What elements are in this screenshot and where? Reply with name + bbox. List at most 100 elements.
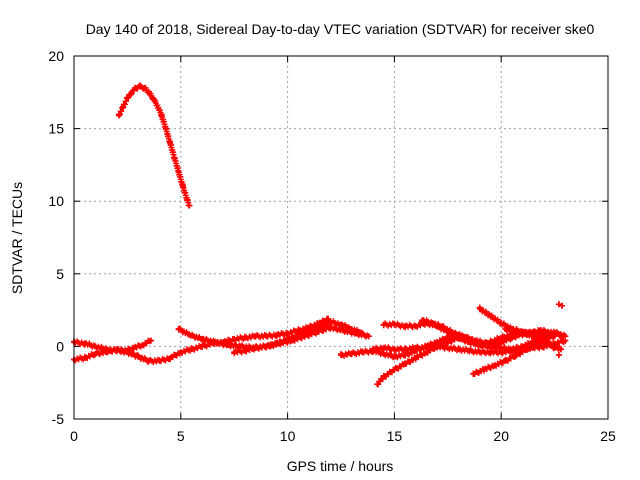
data-point (402, 323, 409, 330)
data-point (412, 344, 419, 351)
x-tick-label: 25 (600, 428, 616, 444)
data-point (224, 341, 231, 348)
x-tick-label: 0 (70, 428, 78, 444)
data-point (562, 333, 569, 340)
data-point (231, 349, 238, 356)
data-point (81, 355, 88, 362)
x-tick-label: 10 (280, 428, 296, 444)
data-point (380, 344, 387, 351)
data-point (175, 325, 182, 332)
data-point (545, 334, 552, 341)
data-point (186, 202, 193, 209)
series-isolated (555, 301, 566, 359)
series-arc-10 (419, 317, 500, 351)
data-point (120, 103, 127, 110)
data-point (402, 346, 409, 353)
data-point (483, 340, 490, 347)
data-point (81, 340, 88, 347)
data-point (555, 352, 562, 359)
data-point (92, 350, 99, 357)
data-point (508, 346, 515, 353)
data-point (115, 112, 122, 119)
data-point (551, 344, 558, 351)
data-point (536, 327, 543, 334)
data-point (380, 373, 387, 380)
data-point (370, 346, 377, 353)
data-point (558, 346, 565, 353)
data-point (476, 349, 483, 356)
y-tick-label: -5 (52, 411, 65, 427)
data-point (374, 381, 381, 388)
data-point (391, 346, 398, 353)
data-point (429, 320, 436, 327)
data-point (147, 337, 154, 344)
data-point (145, 357, 152, 364)
y-axis-label: SDTVAR / TECUs (9, 182, 25, 294)
data-point (391, 366, 398, 373)
data-point (327, 318, 334, 325)
data-point (175, 169, 182, 176)
data-point (391, 321, 398, 328)
data-point (263, 333, 270, 340)
data-point (423, 349, 430, 356)
data-point (156, 357, 163, 364)
data-point (513, 352, 520, 359)
x-tick-label: 20 (493, 428, 509, 444)
data-point (327, 324, 334, 331)
data-point (487, 349, 494, 356)
x-tick-label: 5 (177, 428, 185, 444)
data-point (502, 325, 509, 332)
data-point (434, 343, 441, 350)
data-points (71, 82, 569, 388)
data-point (534, 340, 541, 347)
data-point (519, 343, 526, 350)
data-point (137, 83, 144, 90)
data-point (199, 343, 206, 350)
plot-frame (73, 55, 609, 420)
data-point (470, 370, 477, 377)
y-tick-label: 10 (48, 193, 64, 209)
data-point (145, 89, 152, 96)
data-point (158, 112, 165, 119)
data-point (130, 344, 137, 351)
data-point (476, 305, 483, 312)
data-point (559, 302, 566, 309)
data-point (523, 346, 530, 353)
y-tick-label: 5 (56, 266, 64, 282)
data-point (412, 355, 419, 362)
data-point (284, 336, 291, 343)
data-point (498, 320, 505, 327)
data-point (528, 330, 535, 337)
data-point (481, 366, 488, 373)
data-point (491, 362, 498, 369)
series-arc-5 (231, 318, 366, 357)
data-point (391, 353, 398, 360)
data-point (179, 183, 186, 190)
data-point (199, 336, 206, 343)
data-point (555, 301, 562, 308)
data-point (519, 331, 526, 338)
data-point (177, 349, 184, 356)
data-point (348, 350, 355, 357)
data-point (498, 334, 505, 341)
series-arc-1 (115, 82, 193, 209)
chart-title: Day 140 of 2018, Sidereal Day-to-day VTE… (86, 21, 595, 37)
data-point (295, 331, 302, 338)
y-tick-label: 15 (48, 121, 64, 137)
data-point (103, 349, 110, 356)
data-point (139, 341, 146, 348)
data-point (241, 347, 248, 354)
data-point (135, 353, 142, 360)
data-point (451, 330, 458, 337)
data-point (211, 339, 218, 346)
y-tick-label: 0 (56, 338, 64, 354)
data-point (493, 343, 500, 350)
data-point (545, 328, 552, 335)
data-point (184, 196, 191, 203)
data-point (273, 331, 280, 338)
data-point (466, 347, 473, 354)
data-point (167, 355, 174, 362)
data-point (498, 344, 505, 351)
